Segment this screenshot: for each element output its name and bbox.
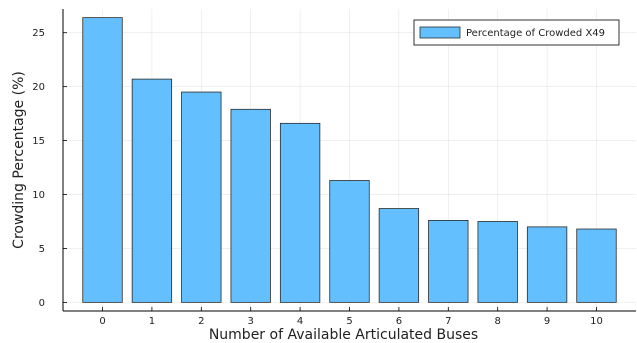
bar [131, 78, 173, 303]
y-tick-label: 5 [39, 244, 45, 255]
bars [82, 17, 617, 303]
x-tick-label: 3 [248, 316, 254, 327]
y-tick-label: 10 [32, 190, 45, 201]
x-axis-label: Number of Available Articulated Buses [209, 327, 478, 343]
y-tick-label: 20 [32, 82, 45, 93]
x-tick-label: 0 [99, 316, 105, 327]
y-axis-ticks: 0 5 10 15 20 25 [32, 28, 67, 309]
bar [279, 122, 321, 303]
bar [428, 219, 469, 303]
x-tick-label: 6 [396, 316, 402, 327]
y-axis-label: Crowding Percentage (%) [11, 71, 27, 249]
x-tick-label: 7 [445, 316, 451, 327]
x-tick-label: 8 [495, 316, 501, 327]
y-tick-label: 0 [39, 298, 45, 309]
x-tick-label: 9 [544, 316, 550, 327]
bar [82, 17, 123, 303]
legend-swatch [419, 26, 461, 39]
x-tick-label: 5 [346, 316, 352, 327]
bar [181, 91, 222, 303]
bar [477, 221, 518, 303]
bar [329, 180, 370, 303]
x-tick-label: 4 [297, 316, 303, 327]
x-axis-ticks: 0 1 2 3 4 5 6 7 8 9 10 [99, 307, 603, 327]
y-tick-label: 25 [32, 28, 45, 39]
x-tick-label: 10 [590, 316, 603, 327]
y-tick-label: 15 [32, 136, 45, 147]
bar [526, 226, 568, 303]
legend-label: Percentage of Crowded X49 [466, 28, 605, 39]
legend: Percentage of Crowded X49 [413, 19, 620, 46]
x-tick-label: 1 [149, 316, 155, 327]
bar [378, 208, 420, 303]
bar [576, 228, 617, 303]
x-tick-label: 2 [198, 316, 204, 327]
bar [230, 108, 271, 303]
